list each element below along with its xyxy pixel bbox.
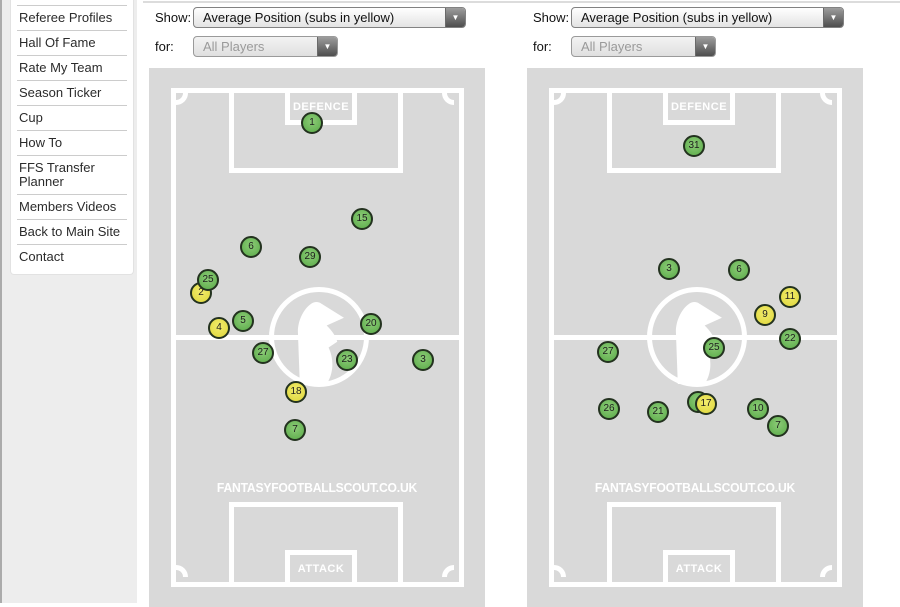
for-select-value: All Players (203, 39, 265, 54)
player-marker-18[interactable]: 18 (285, 381, 307, 403)
attack-zone-label: ATTACK (285, 550, 357, 587)
watermark-text: FANTASYFOOTBALLSCOUT.CO.UK (216, 481, 418, 495)
sidebar-item-back-to-main-site[interactable]: Back to Main Site (17, 219, 127, 244)
sidebar-menu: Referee Profiles Hall Of Fame Rate My Te… (10, 0, 134, 275)
centre-circle (647, 287, 747, 387)
pitch: DEFENCE ATTACK FANTASYFOOTBALLSCOUT.CO.U… (527, 68, 863, 607)
player-marker-27[interactable]: 27 (597, 341, 619, 363)
for-label: for: (155, 39, 174, 54)
sidebar-item-rate-my-team[interactable]: Rate My Team (17, 55, 127, 80)
corner-arc (554, 93, 566, 105)
chevron-down-icon: ▼ (317, 37, 337, 56)
for-label: for: (533, 39, 552, 54)
show-label: Show: (155, 10, 192, 25)
show-select[interactable]: Average Position (subs in yellow) ▼ (571, 7, 844, 28)
corner-arc (442, 565, 454, 577)
sidebar: Referee Profiles Hall Of Fame Rate My Te… (2, 0, 137, 603)
sidebar-item-members-videos[interactable]: Members Videos (17, 194, 127, 219)
sidebar-item-how-to[interactable]: How To (17, 130, 127, 155)
player-marker-5[interactable]: 5 (232, 310, 254, 332)
defence-zone-label: DEFENCE (663, 88, 735, 125)
chevron-down-icon: ▼ (445, 8, 465, 27)
player-marker-7[interactable]: 7 (767, 415, 789, 437)
sidebar-item-contact[interactable]: Contact (17, 244, 127, 269)
scout-logo-icon (297, 302, 344, 385)
scout-logo-icon (675, 302, 722, 385)
corner-arc (442, 93, 454, 105)
pitch-panel-left: Show: Average Position (subs in yellow) … (149, 0, 485, 607)
chevron-down-icon: ▼ (695, 37, 715, 56)
show-label: Show: (533, 10, 570, 25)
player-marker-7[interactable]: 7 (284, 419, 306, 441)
show-select[interactable]: Average Position (subs in yellow) ▼ (193, 7, 466, 28)
player-marker-26[interactable]: 26 (598, 398, 620, 420)
player-marker-22[interactable]: 22 (779, 328, 801, 350)
player-marker-11[interactable]: 11 (779, 286, 801, 308)
player-marker-25[interactable]: 25 (197, 269, 219, 291)
player-marker-25[interactable]: 25 (703, 337, 725, 359)
player-marker-15[interactable]: 15 (351, 208, 373, 230)
attack-zone-label: ATTACK (663, 550, 735, 587)
for-select-value: All Players (581, 39, 643, 54)
chevron-down-icon: ▼ (823, 8, 843, 27)
player-marker-9[interactable]: 9 (754, 304, 776, 326)
player-marker-29[interactable]: 29 (299, 246, 321, 268)
player-marker-3[interactable]: 3 (412, 349, 434, 371)
player-marker-27[interactable]: 27 (252, 342, 274, 364)
player-marker-4[interactable]: 4 (208, 317, 230, 339)
corner-arc (820, 93, 832, 105)
player-marker-31[interactable]: 31 (683, 135, 705, 157)
player-marker-21[interactable]: 21 (647, 401, 669, 423)
sidebar-item-ffs-transfer-planner[interactable]: FFS Transfer Planner (17, 155, 127, 194)
pitch: DEFENCE ATTACK FANTASYFOOTBALLSCOUT.CO.U… (149, 68, 485, 607)
watermark-text: FANTASYFOOTBALLSCOUT.CO.UK (594, 481, 796, 495)
sidebar-item-cup[interactable]: Cup (17, 105, 127, 130)
player-marker-10[interactable]: 10 (747, 398, 769, 420)
corner-arc (176, 565, 188, 577)
pitch-panel-right: Show: Average Position (subs in yellow) … (527, 0, 863, 607)
corner-arc (176, 93, 188, 105)
player-marker-1[interactable]: 1 (301, 112, 323, 134)
player-marker-23[interactable]: 23 (336, 349, 358, 371)
sidebar-item-season-ticker[interactable]: Season Ticker (17, 80, 127, 105)
player-marker-6[interactable]: 6 (728, 259, 750, 281)
for-select[interactable]: All Players ▼ (571, 36, 716, 57)
corner-arc (554, 565, 566, 577)
sidebar-item-hall-of-fame[interactable]: Hall Of Fame (17, 30, 127, 55)
content-top-divider (143, 1, 900, 3)
player-marker-6[interactable]: 6 (240, 236, 262, 258)
sidebar-item-referee-profiles[interactable]: Referee Profiles (17, 5, 127, 30)
player-marker-3[interactable]: 3 (658, 258, 680, 280)
for-select[interactable]: All Players ▼ (193, 36, 338, 57)
show-select-value: Average Position (subs in yellow) (581, 10, 773, 25)
centre-circle (269, 287, 369, 387)
show-select-value: Average Position (subs in yellow) (203, 10, 395, 25)
corner-arc (820, 565, 832, 577)
window-edge (0, 0, 2, 603)
player-marker-17[interactable]: 17 (695, 393, 717, 415)
player-marker-20[interactable]: 20 (360, 313, 382, 335)
